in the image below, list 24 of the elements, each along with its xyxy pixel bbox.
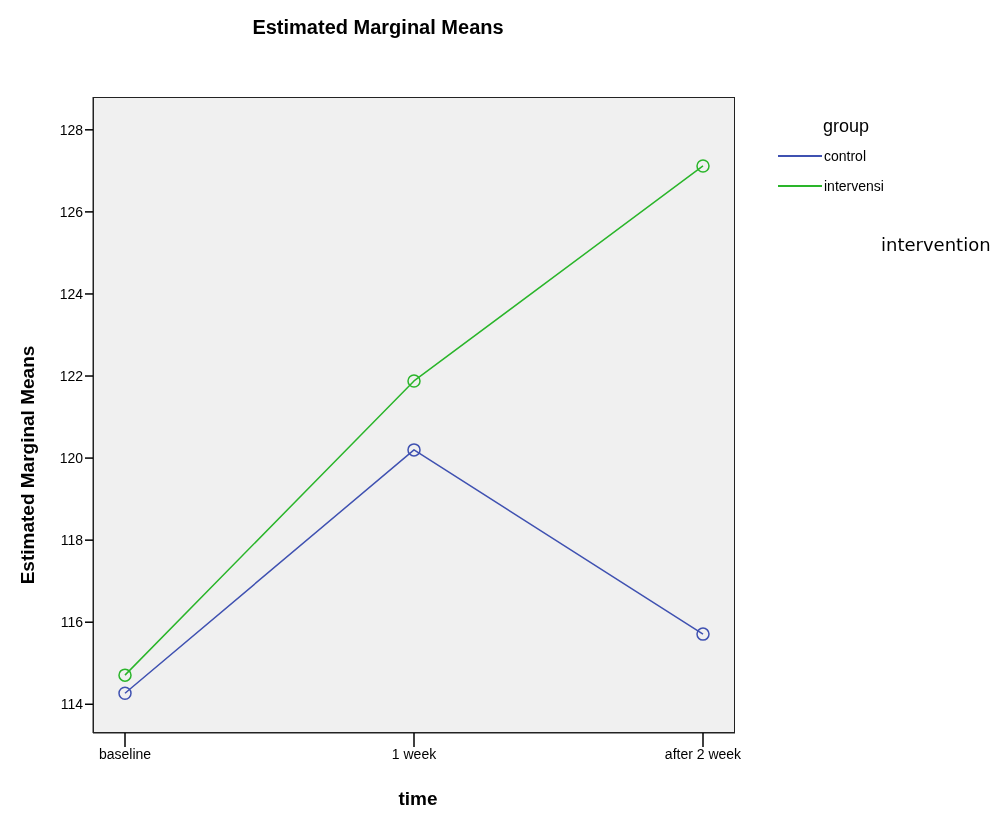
- y-tick-label: 126: [59, 203, 84, 220]
- legend-label: control: [824, 148, 867, 164]
- point: [407, 443, 421, 457]
- point: [696, 159, 710, 173]
- x-tick-label: after 2 week: [664, 745, 743, 762]
- y-axis-title: Estimated Marginal Means: [17, 345, 39, 585]
- chart-title: Estimated Marginal Means: [251, 16, 505, 39]
- legend-title: group: [823, 116, 871, 137]
- y-tick-label: 118: [60, 532, 84, 549]
- y-tick-label: 120: [59, 450, 84, 467]
- x-tick-label: baseline: [98, 745, 152, 762]
- point: [696, 627, 710, 641]
- y-tick-label: 122: [59, 367, 84, 384]
- legend-label: intervensi: [824, 178, 884, 194]
- x-tick-label: 1 week: [391, 745, 438, 762]
- x-axis-title: time: [397, 788, 439, 810]
- point: [407, 374, 421, 388]
- point: [118, 668, 132, 682]
- y-tick-label: 124: [59, 285, 84, 302]
- y-tick-label: 128: [59, 121, 84, 138]
- text: intervention: [881, 234, 991, 255]
- point: [118, 686, 132, 700]
- y-tick-label: 114: [60, 696, 84, 713]
- y-tick-label: 116: [60, 614, 84, 631]
